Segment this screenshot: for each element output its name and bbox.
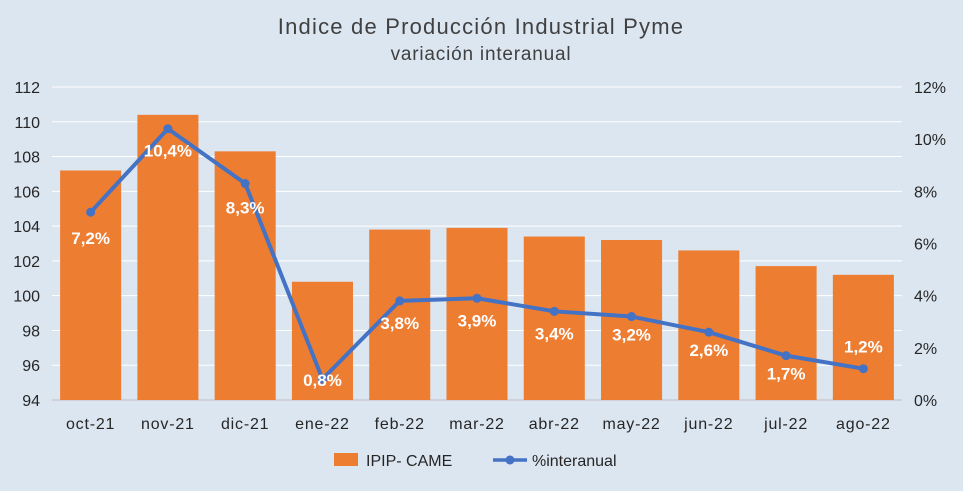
data-label: 3,8%	[380, 314, 419, 333]
x-tick-label: may-22	[602, 416, 660, 433]
y-left-tick-label: 112	[14, 80, 40, 97]
line-point	[317, 374, 327, 384]
bar	[137, 114, 199, 401]
data-label: 2,6%	[689, 341, 728, 360]
bar	[523, 236, 585, 400]
x-tick-label: feb-22	[375, 416, 425, 433]
x-tick-label: jul-22	[763, 416, 808, 433]
data-label: 3,9%	[458, 311, 497, 330]
y-left-tick-label: 98	[22, 323, 40, 340]
x-tick-label: ene-22	[295, 416, 350, 433]
line-point	[704, 327, 714, 337]
y-right-tick-label: 8%	[914, 184, 937, 201]
legend-label-bar: IPIP- CAME	[366, 453, 452, 470]
chart-subtitle: variación interanual	[391, 44, 572, 65]
bar	[446, 227, 508, 400]
line-point	[472, 293, 482, 303]
y-left-tick-label: 94	[22, 393, 40, 410]
y-left-tick-label: 102	[13, 254, 40, 271]
data-label: 3,2%	[612, 326, 651, 345]
x-tick-label: abr-22	[529, 416, 580, 433]
y-right-tick-label: 0%	[914, 393, 937, 410]
line-point	[627, 312, 637, 322]
data-label: 7,2%	[71, 229, 110, 248]
data-label: 8,3%	[226, 199, 265, 218]
data-label: 1,2%	[844, 338, 883, 357]
line-point	[781, 351, 791, 361]
axes: 94 96 98 100 102 104 106 108 110 112 0% 2% 4% 6% 8% 10%…	[13, 80, 946, 433]
x-tick-label: jun-22	[683, 416, 733, 433]
chart-title: Indice de Producción Industrial Pyme	[278, 14, 684, 39]
legend-label-line: %interanual	[532, 453, 617, 470]
line-point	[549, 306, 559, 316]
y-right-tick-label: 2%	[914, 341, 937, 358]
legend-swatch-bar	[334, 453, 358, 466]
y-left-tick-label: 104	[13, 219, 40, 236]
bar	[678, 250, 740, 400]
data-label: 1,7%	[767, 365, 806, 384]
data-label: 0,8%	[303, 371, 342, 390]
x-tick-label: mar-22	[449, 416, 504, 433]
line-point	[858, 364, 868, 374]
bar	[755, 266, 817, 400]
line-point	[240, 179, 250, 189]
y-right-tick-label: 6%	[914, 237, 937, 254]
y-left-tick-label: 100	[13, 289, 40, 306]
y-right-tick-label: 4%	[914, 289, 937, 306]
bar	[832, 274, 894, 400]
x-tick-label: ago-22	[836, 416, 891, 433]
y-left-tick-label: 106	[13, 184, 40, 201]
line-point	[163, 124, 173, 134]
x-tick-label: nov-21	[141, 416, 195, 433]
line-point	[395, 296, 405, 306]
legend-swatch-marker	[505, 455, 515, 465]
y-left-tick-label: 96	[22, 358, 40, 375]
legend: IPIP- CAME %interanual	[334, 453, 617, 470]
data-labels: 7,2% 10,4% 8,3% 0,8% 3,8% 3,9% 3,4% 3,2% 2,6% 1,7…	[71, 142, 882, 390]
data-label: 10,4%	[144, 142, 192, 161]
bar	[369, 229, 431, 400]
line-series	[86, 124, 868, 384]
data-label: 3,4%	[535, 324, 574, 343]
y-left-tick-label: 110	[14, 115, 40, 132]
x-tick-label: oct-21	[66, 416, 115, 433]
x-tick-label: dic-21	[221, 416, 269, 433]
bar	[214, 151, 276, 400]
y-right-tick-label: 10%	[914, 132, 946, 149]
line-point	[86, 207, 96, 217]
y-left-tick-label: 108	[13, 150, 40, 167]
y-right-tick-label: 12%	[914, 80, 946, 97]
bar	[60, 170, 122, 400]
